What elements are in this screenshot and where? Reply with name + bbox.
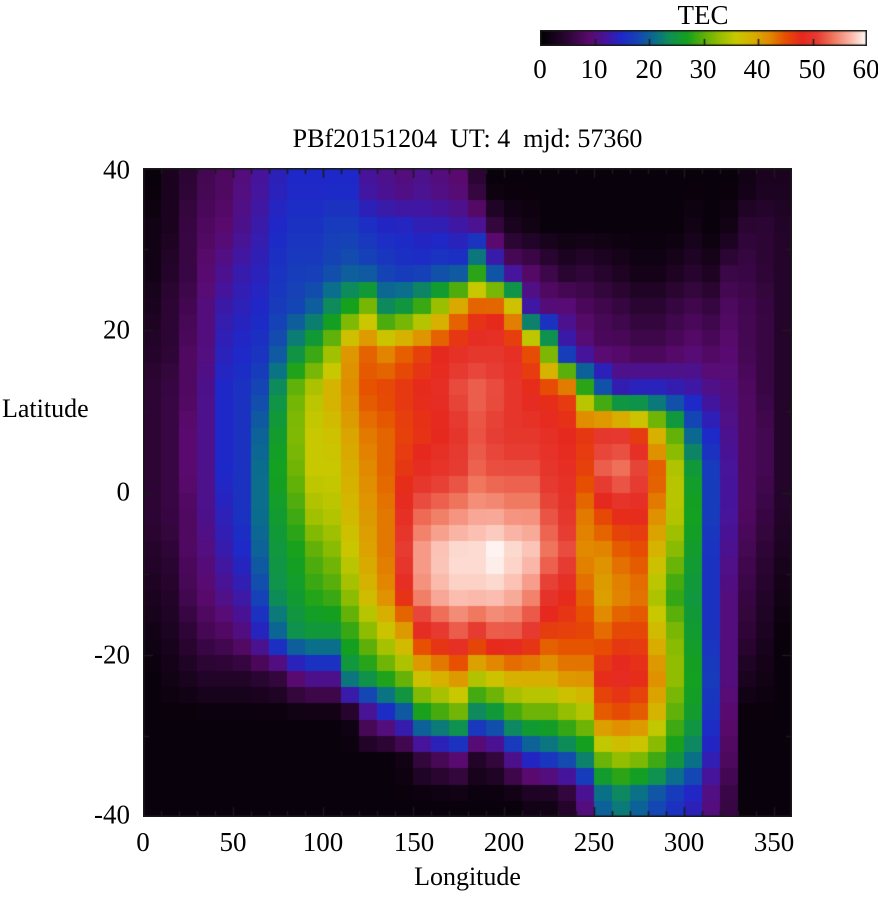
x-tick-label: 250 [573,827,615,857]
y-tick-label: 40 [103,154,130,185]
y-tick-label: 0 [116,476,131,507]
colorbar-tick-label: 0 [533,54,547,84]
colorbar-tick-label: 10 [580,54,608,84]
y-axis-label: Latitude [2,394,89,423]
x-tick-label: 50 [219,827,247,857]
x-axis-label: Longitude [414,862,521,891]
colorbar-title: TEC [677,0,729,30]
x-tick-label: 150 [393,827,435,857]
colorbar-gradient [540,30,867,46]
x-tick-label: 200 [483,827,525,857]
x-tick-label: 300 [663,827,705,857]
y-tick-label: -20 [94,639,130,670]
x-tick-label: 350 [753,827,795,857]
colorbar-tick-label: 50 [798,54,826,84]
colorbar-tick-label: 40 [743,54,771,84]
tec-heatmap-canvas [143,168,792,817]
y-tick-label: -40 [94,799,130,830]
x-tick-label: 0 [136,827,150,857]
colorbar-tick-label: 20 [635,54,663,84]
colorbar-tick-label: 30 [689,54,717,84]
x-tick-label: 100 [302,827,344,857]
colorbar-tick-label: 60 [852,54,878,84]
y-tick-label: 20 [103,314,130,345]
plot-title: PBf20151204 UT: 4 mjd: 57360 [292,124,643,153]
